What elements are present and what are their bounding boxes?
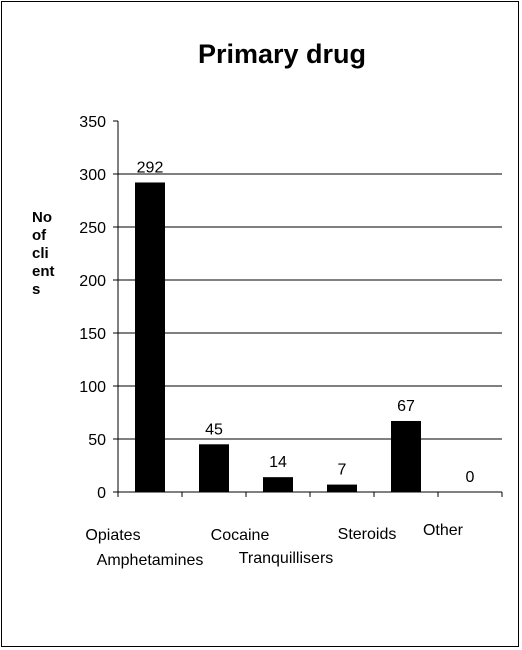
bar-amphetamines: [199, 444, 229, 492]
bars: [135, 182, 421, 493]
y-tick-label: 350: [79, 114, 106, 131]
y-axis-label: No of cli ent s: [32, 209, 55, 298]
gridlines: [118, 173, 502, 440]
y-tick-labels: 0 50 100 150 200 250 300 350: [79, 114, 106, 502]
y-tick-label: 200: [79, 273, 106, 290]
data-label: 45: [205, 421, 223, 438]
x-tick-labels: Opiates Amphetamines Cocaine Tranquillisers…: [85, 522, 463, 569]
bar-tranquillisers: [327, 484, 357, 492]
x-tick-label-opiates: Opiates: [85, 527, 140, 544]
y-tick-label: 150: [79, 326, 106, 343]
y-tick-label: 250: [79, 220, 106, 237]
data-labels: 292 45 14 7 67 0: [137, 159, 475, 486]
y-tick-label: 100: [79, 379, 106, 396]
data-label: 67: [397, 398, 415, 415]
y-tick-label: 300: [79, 167, 106, 184]
y-tick-label: 50: [88, 432, 106, 449]
y-tick-label: 0: [97, 485, 106, 502]
data-label: 14: [269, 454, 287, 471]
axes: [113, 120, 503, 497]
bar-steroids: [391, 420, 421, 492]
bar-opiates: [135, 182, 165, 493]
data-label: 7: [338, 462, 347, 479]
x-tick-label-steroids: Steroids: [338, 526, 397, 543]
x-tick-label-amphetamines: Amphetamines: [97, 552, 204, 569]
x-tick-label-cocaine: Cocaine: [211, 527, 270, 544]
data-label: 0: [466, 469, 475, 486]
y-axis-label-line: of: [32, 227, 47, 244]
bar-cocaine: [263, 477, 293, 492]
y-axis-label-line: cli: [32, 245, 49, 262]
x-tick-label-other: Other: [423, 522, 464, 539]
y-axis-label-line: No: [32, 209, 52, 226]
x-tick-label-tranquillisers: Tranquillisers: [239, 550, 334, 567]
data-label: 292: [137, 159, 164, 176]
y-axis-label-line: ent: [32, 263, 55, 280]
chart-title: Primary drug: [198, 39, 366, 69]
y-axis-label-line: s: [32, 281, 40, 298]
